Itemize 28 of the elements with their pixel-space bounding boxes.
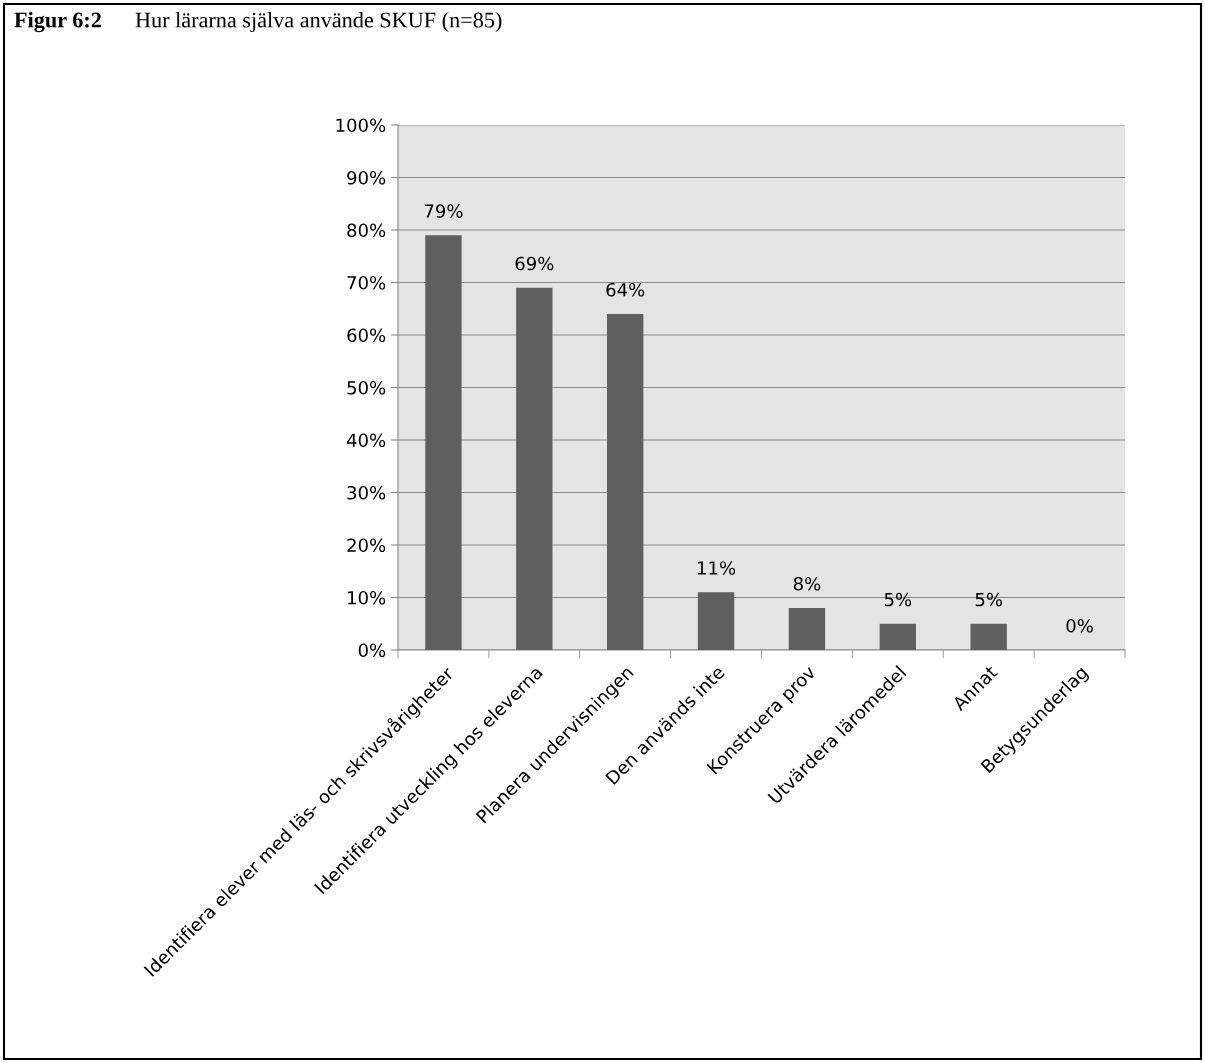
y-tick-label: 30% (347, 485, 386, 500)
bar (879, 623, 916, 650)
bar (697, 592, 735, 650)
bar (425, 235, 462, 650)
data-label: 79% (424, 204, 463, 218)
bar (516, 287, 553, 650)
y-tick-label: 10% (348, 590, 386, 605)
data-label: 64% (606, 282, 645, 297)
data-label: 0% (1066, 618, 1093, 633)
y-tick-label: 80% (347, 223, 386, 238)
bar (970, 623, 1007, 650)
data-label: 69% (515, 256, 554, 271)
y-tick-label: 50% (347, 380, 386, 395)
y-tick-label: 100% (336, 118, 386, 133)
data-label: 5% (884, 592, 912, 607)
y-tick-label: 60% (347, 328, 386, 343)
bar (607, 314, 644, 650)
y-tick-label: 0% (358, 643, 386, 658)
text: Figur 6:2 (14, 11, 101, 33)
chart-subtitle: Hur lärarna själva använde SKUF (n=85) (135, 11, 502, 33)
data-label: 8% (793, 576, 821, 591)
y-tick-label: 70% (347, 275, 386, 290)
y-tick-label: 40% (346, 433, 386, 448)
y-tick-label: 90% (347, 170, 386, 185)
y-tick-label: 20% (347, 538, 386, 553)
data-label: 11% (697, 561, 736, 575)
bar (788, 608, 826, 650)
data-label: 5% (975, 592, 1003, 607)
